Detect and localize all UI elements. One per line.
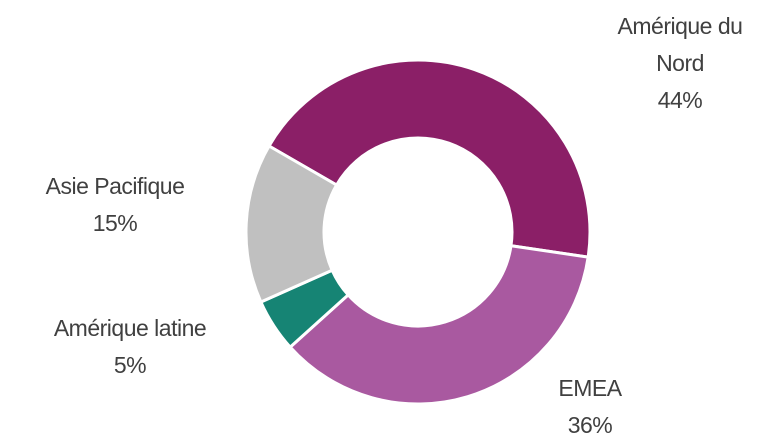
slice-label: Asie Pacifique 15%: [10, 168, 220, 242]
category-label: Asie Pacifique: [45, 173, 185, 199]
slice-label: Amérique latine 5%: [20, 310, 240, 384]
slice: [288, 244, 590, 406]
category-label: EMEA: [558, 375, 622, 401]
value-label: 36%: [567, 412, 613, 438]
slice-label: Amérique du Nord 44%: [610, 8, 750, 119]
slice: [266, 58, 592, 259]
slice: [244, 143, 339, 304]
value-label: 5%: [113, 352, 147, 378]
value-label: 44%: [657, 87, 703, 113]
category-label: Amérique du Nord: [617, 13, 743, 76]
slice-label: EMEA 36%: [520, 370, 660, 444]
value-label: 15%: [92, 210, 138, 236]
category-label: Amérique latine: [53, 315, 207, 341]
